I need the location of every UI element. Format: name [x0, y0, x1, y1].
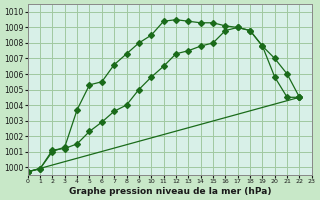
X-axis label: Graphe pression niveau de la mer (hPa): Graphe pression niveau de la mer (hPa) — [68, 187, 271, 196]
